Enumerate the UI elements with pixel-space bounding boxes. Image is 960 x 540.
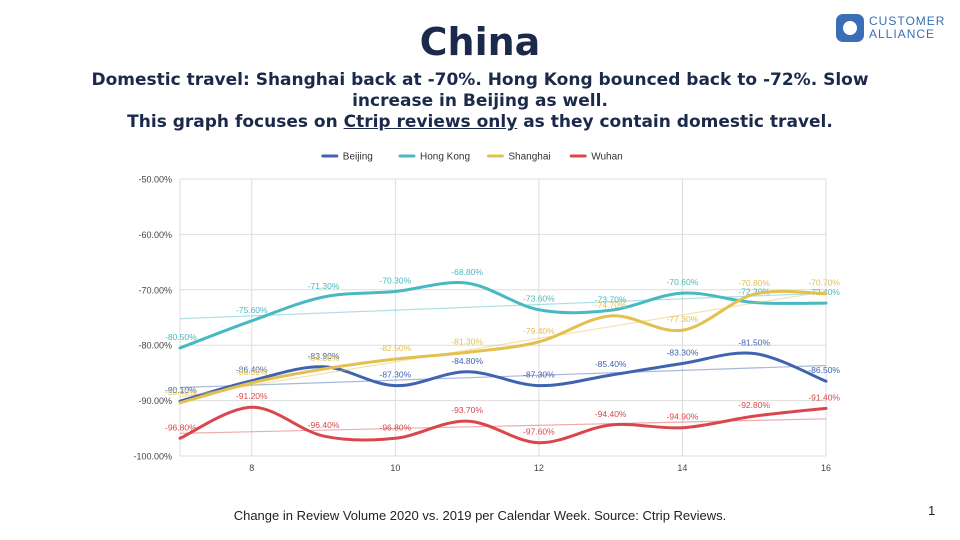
customer-alliance-logo: CUSTOMER ALLIANCE <box>836 14 946 46</box>
data-label-shanghai: -84.30% <box>308 353 340 363</box>
data-label-hong-kong: -71.30% <box>308 281 340 291</box>
data-label-beijing: -81.50% <box>738 338 770 348</box>
y-tick-label: -80.00% <box>138 341 172 351</box>
page-subtitle: Domestic travel: Shanghai back at -70%. … <box>60 70 900 133</box>
trendline-shanghai <box>179 290 827 398</box>
series-wuhan: -96.80% -91.20% -96.40% -96.80% -93.70% -97.6… <box>165 391 840 445</box>
logo-line-1: CUSTOMER <box>869 14 946 28</box>
data-label-hong-kong: -68.80% <box>451 267 483 277</box>
data-label-shanghai: -70.80% <box>738 278 770 288</box>
data-label-wuhan: -92.80% <box>738 400 770 410</box>
x-tick-label: 16 <box>821 463 831 473</box>
data-label-wuhan: -93.70% <box>451 405 483 415</box>
data-label-wuhan: -97.60% <box>523 427 555 437</box>
data-label-wuhan: -94.90% <box>667 412 699 422</box>
legend: Beijing Hong Kong Shanghai Wuhan <box>321 152 623 163</box>
data-label-beijing: -87.30% <box>523 370 555 380</box>
x-tick-label: 8 <box>249 463 254 473</box>
data-label-beijing: -86.50% <box>808 365 840 375</box>
series-line-wuhan <box>178 405 828 445</box>
data-label-beijing: -85.40% <box>595 359 627 369</box>
data-label-hong-kong: -72.30% <box>738 287 770 297</box>
y-tick-label: -50.00% <box>138 175 172 185</box>
data-label-wuhan: -96.80% <box>379 422 411 432</box>
data-label-shanghai: -74.70% <box>595 300 627 310</box>
trendline-beijing <box>179 364 827 389</box>
data-label-beijing: -90.10% <box>165 385 197 395</box>
data-label-hong-kong: -70.30% <box>379 275 411 285</box>
data-label-hong-kong: -73.60% <box>523 294 555 304</box>
data-label-beijing: -86.40% <box>236 365 268 375</box>
y-tick-label: -70.00% <box>138 285 172 295</box>
data-label-wuhan: -94.40% <box>595 409 627 419</box>
subtitle-post: as they contain domestic travel. <box>517 112 833 132</box>
page-title: China <box>419 20 541 64</box>
x-tick-label: 10 <box>390 463 400 473</box>
data-label-wuhan: -96.40% <box>308 420 340 430</box>
subtitle-line-1: Domestic travel: Shanghai back at -70%. … <box>91 70 869 111</box>
data-label-hong-kong: -80.50% <box>165 332 197 342</box>
data-label-beijing: -83.30% <box>667 347 699 357</box>
y-tick-label: -100.00% <box>133 452 172 462</box>
series-hong-kong: -80.50% -75.60% -71.30% -70.30% -68.80% -73.6… <box>165 267 840 350</box>
logo-chat-icon <box>836 14 864 42</box>
data-label-shanghai: -86.80% <box>236 367 268 377</box>
data-label-beijing: -84.80% <box>451 356 483 366</box>
legend-label-beijing: Beijing <box>343 152 373 163</box>
series-shanghai: -90.40% -86.80% -84.30% -82.50% -81.30% -79.4… <box>165 278 840 405</box>
y-tick-label: -60.00% <box>138 230 172 240</box>
data-label-wuhan: -91.20% <box>236 391 268 401</box>
data-label-shanghai: -79.40% <box>523 326 555 336</box>
chart-caption: Change in Review Volume 2020 vs. 2019 pe… <box>233 508 727 523</box>
logo-line-2: ALLIANCE <box>869 27 936 41</box>
subtitle-pre: This graph focuses on <box>127 112 344 132</box>
data-label-shanghai: -82.50% <box>379 343 411 353</box>
x-tick-label: 12 <box>534 463 544 473</box>
data-label-hong-kong: -75.60% <box>236 305 268 315</box>
series-beijing: -90.10% -86.40% -83.90% -87.30% -84.80% -87.3… <box>165 338 840 403</box>
data-label-hong-kong: -73.70% <box>595 294 627 304</box>
data-label-beijing: -83.90% <box>308 351 340 361</box>
y-tick-label: -90.00% <box>138 396 172 406</box>
page-number: 1 <box>928 503 936 518</box>
subtitle-emphasis: Ctrip reviews only <box>343 112 518 132</box>
legend-label-wuhan: Wuhan <box>591 152 623 163</box>
data-label-shanghai: -90.40% <box>165 387 197 397</box>
data-label-hong-kong: -70.60% <box>667 277 699 287</box>
series-line-beijing <box>178 351 828 403</box>
legend-label-shanghai: Shanghai <box>508 152 550 163</box>
data-label-hong-kong: -72.40% <box>808 287 840 297</box>
data-label-beijing: -87.30% <box>379 370 411 380</box>
data-label-wuhan: -96.80% <box>165 422 197 432</box>
series-line-shanghai <box>178 289 828 405</box>
data-label-shanghai: -81.30% <box>451 336 483 346</box>
x-tick-label: 14 <box>677 463 687 473</box>
data-label-shanghai: -77.30% <box>667 314 699 324</box>
line-chart: -50.00% -60.00% -70.00% -80.00% -90.00% -100.… <box>133 152 840 474</box>
legend-label-hong-kong: Hong Kong <box>420 152 470 163</box>
data-label-wuhan: -91.40% <box>808 392 840 402</box>
subtitle-line-2: This graph focuses on Ctrip reviews only… <box>60 112 900 133</box>
data-label-shanghai: -70.70% <box>808 278 840 288</box>
series-line-hong-kong <box>178 281 828 350</box>
